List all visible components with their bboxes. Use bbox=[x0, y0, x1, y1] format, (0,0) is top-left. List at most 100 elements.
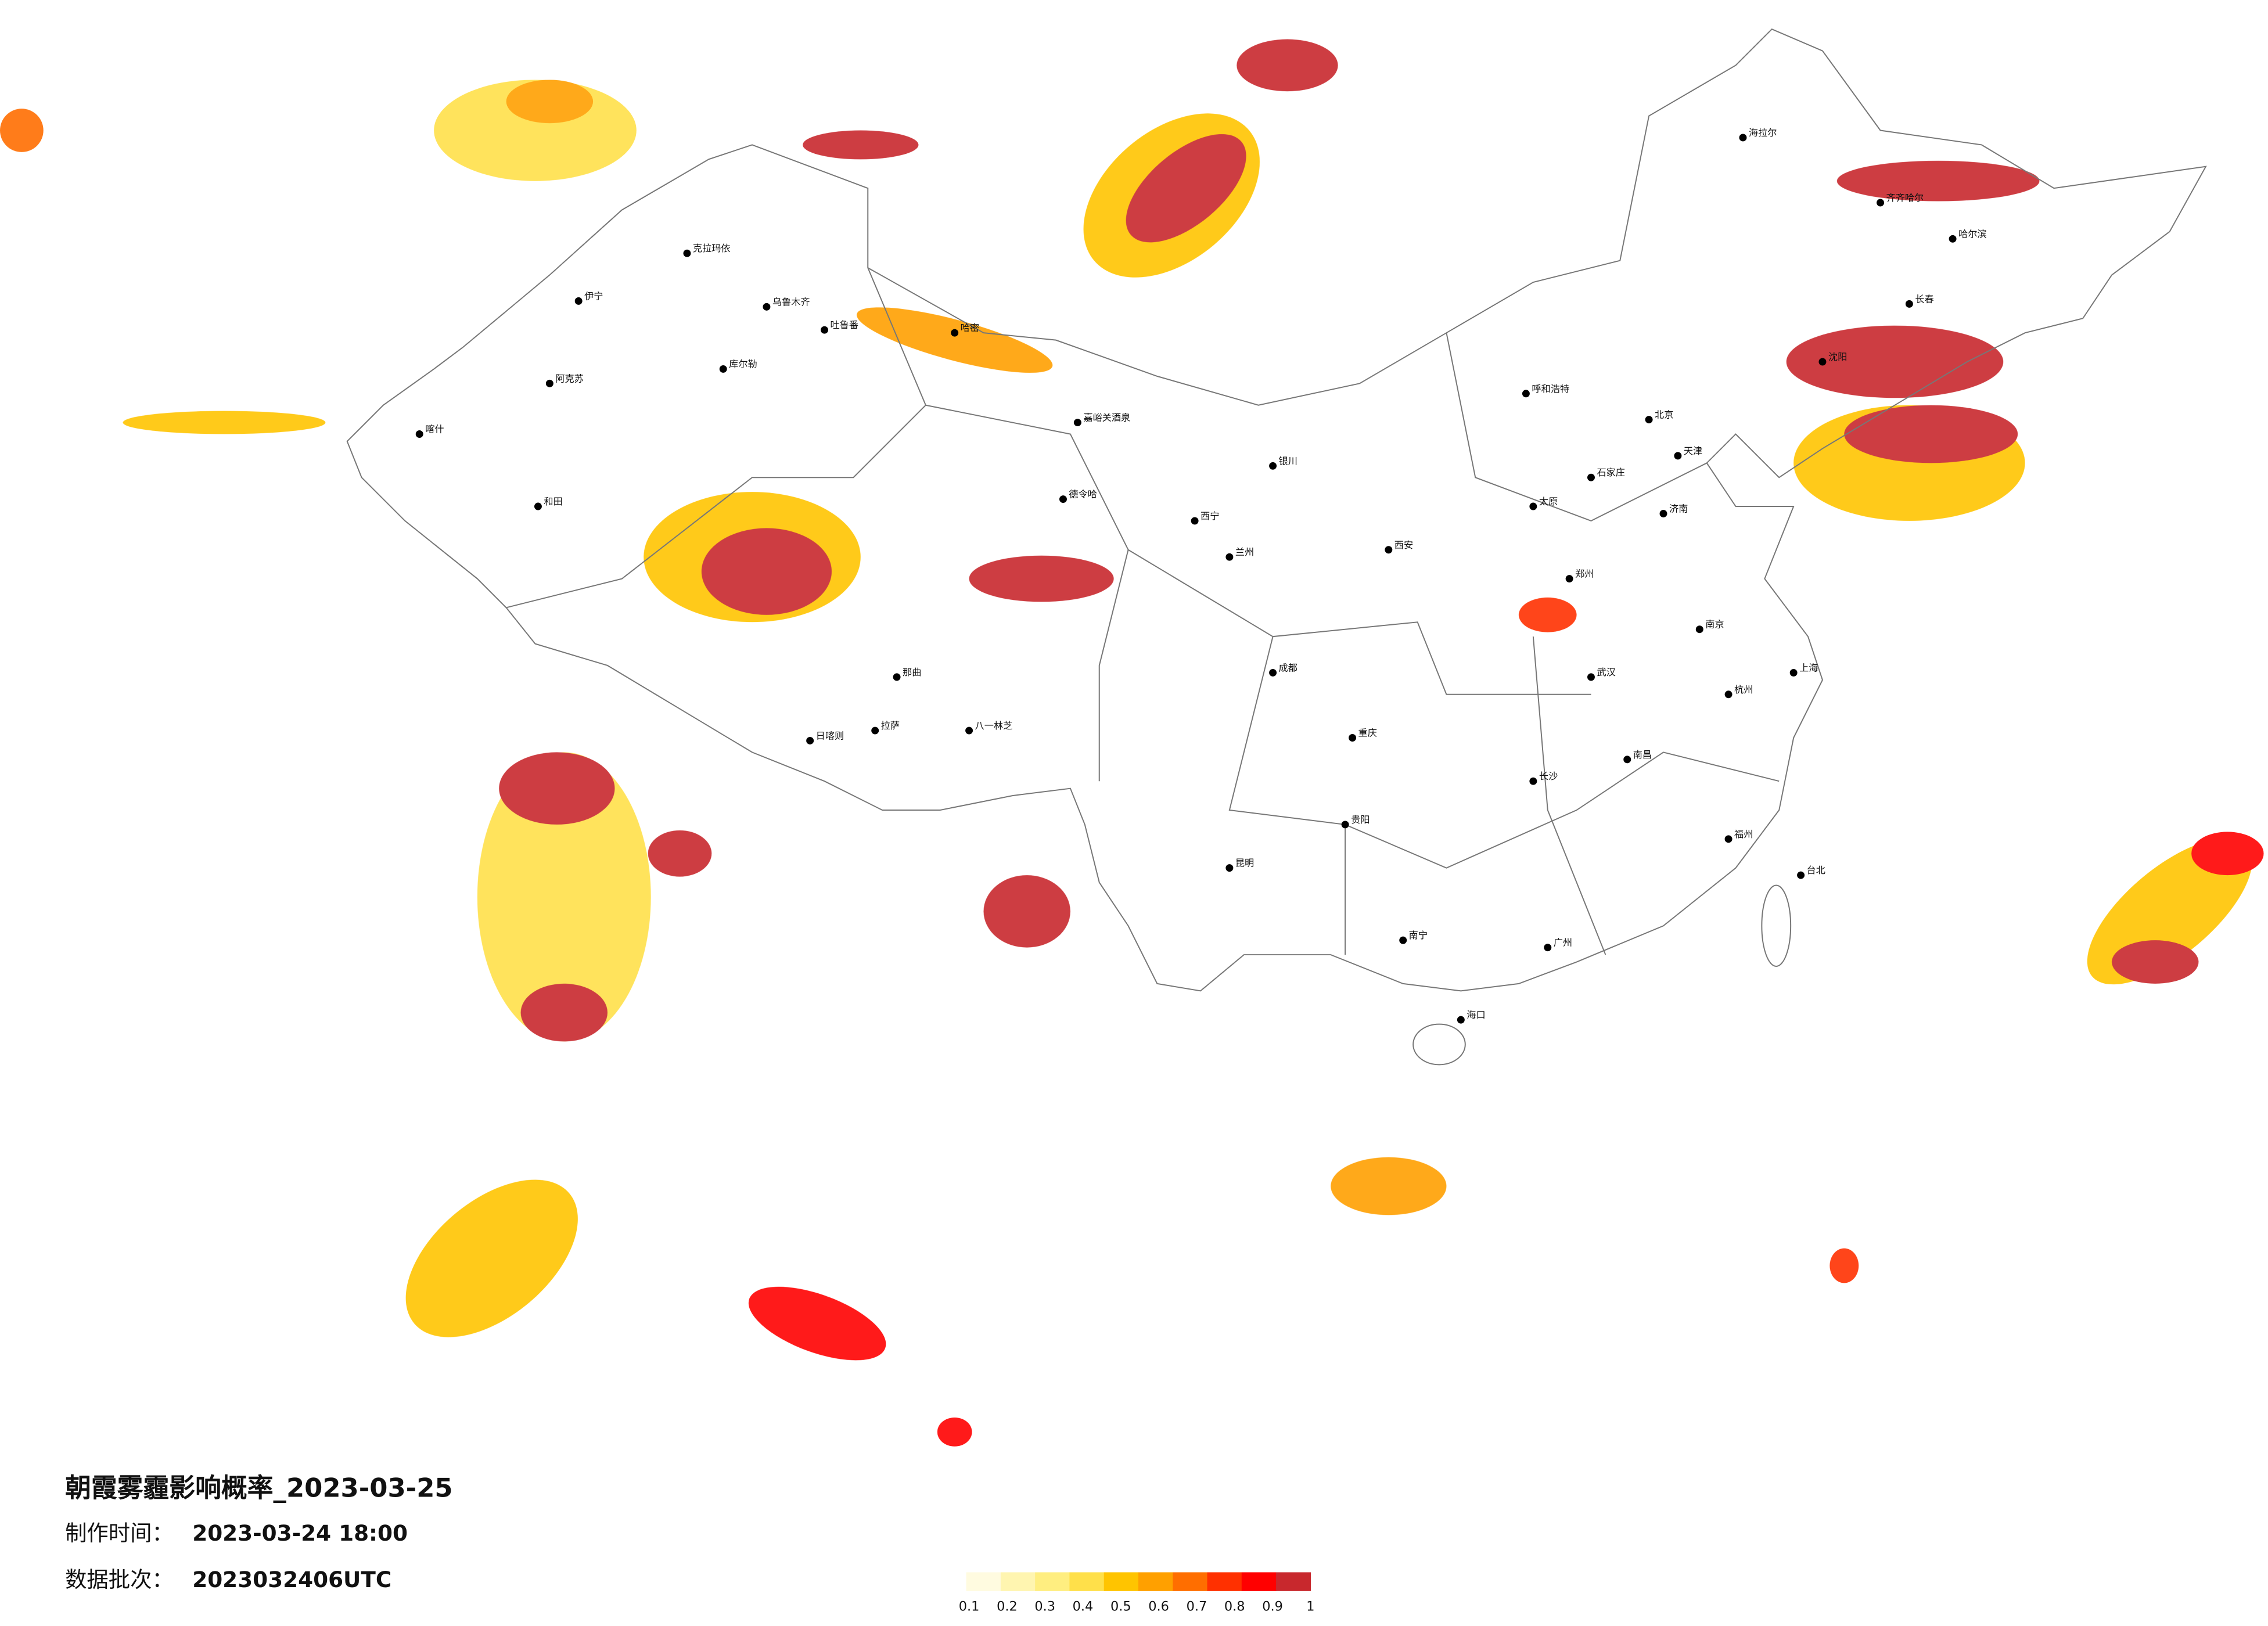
info-value: 2023032406UTC bbox=[192, 1567, 391, 1592]
city-label: 银川 bbox=[1279, 455, 1297, 466]
city-dot bbox=[1225, 553, 1234, 561]
city-label: 吐鲁番 bbox=[831, 319, 859, 330]
city-label: 哈尔滨 bbox=[1958, 228, 1987, 239]
city-dot bbox=[1385, 546, 1393, 554]
city-label: 杭州 bbox=[1734, 684, 1753, 695]
city-label: 长春 bbox=[1915, 293, 1933, 304]
city-label: 齐齐哈尔 bbox=[1886, 192, 1924, 203]
city-label: 阿克苏 bbox=[555, 373, 584, 384]
haze-patch bbox=[1126, 134, 1246, 243]
city-dot bbox=[415, 430, 423, 438]
city-dot bbox=[719, 365, 727, 373]
city-label: 那曲 bbox=[903, 667, 921, 678]
city-dot bbox=[1739, 134, 1747, 142]
haze-patch bbox=[983, 875, 1070, 948]
legend-label: 0.7 bbox=[1187, 1599, 1207, 1614]
legend-swatch bbox=[1241, 1572, 1277, 1591]
city-dot bbox=[1269, 462, 1277, 470]
legend-label: 0.4 bbox=[1073, 1599, 1094, 1614]
city-dot bbox=[1059, 495, 1067, 503]
city-label: 八一林芝 bbox=[975, 720, 1013, 731]
city-label: 长沙 bbox=[1539, 771, 1558, 782]
haze-patch bbox=[748, 1286, 886, 1361]
haze-patch bbox=[2191, 832, 2264, 876]
city-label: 昆明 bbox=[1235, 858, 1254, 869]
city-dot bbox=[1623, 756, 1631, 764]
city-label: 成都 bbox=[1279, 662, 1297, 673]
city-dot bbox=[1645, 416, 1653, 424]
city-dot bbox=[1399, 936, 1407, 944]
city-dot bbox=[871, 726, 879, 735]
info-label: 数据批次： bbox=[65, 1567, 174, 1592]
haze-patch bbox=[701, 528, 832, 615]
city-label: 北京 bbox=[1655, 409, 1673, 420]
city-label: 乌鲁木齐 bbox=[772, 296, 810, 307]
city-dot bbox=[821, 326, 829, 334]
city-label: 嘉峪关酒泉 bbox=[1083, 412, 1130, 423]
city-dot bbox=[951, 329, 959, 337]
haze-patch bbox=[1237, 39, 1338, 92]
city-label: 台北 bbox=[1807, 865, 1825, 876]
city-dot bbox=[1349, 734, 1357, 742]
haze-patch bbox=[937, 1418, 972, 1447]
haze-patch bbox=[1331, 1157, 1447, 1215]
city-label: 西安 bbox=[1394, 539, 1413, 551]
legend-label: 0.1 bbox=[959, 1599, 980, 1614]
city-label: 海口 bbox=[1467, 1009, 1485, 1020]
legend-swatch bbox=[1000, 1572, 1036, 1591]
city-dot bbox=[1724, 690, 1733, 699]
hainan bbox=[1412, 1023, 1466, 1066]
city-label: 南昌 bbox=[1633, 749, 1652, 760]
city-dot bbox=[806, 737, 814, 744]
haze-patch bbox=[969, 555, 1114, 602]
city-label: 喀什 bbox=[425, 424, 444, 435]
city-label: 日喀则 bbox=[816, 731, 844, 742]
city-dot bbox=[1544, 944, 1552, 952]
city-dot bbox=[1529, 777, 1537, 785]
city-label: 海拉尔 bbox=[1749, 127, 1777, 138]
info-label: 制作时间： bbox=[65, 1520, 174, 1546]
city-dot bbox=[1949, 235, 1957, 243]
legend-swatch bbox=[1069, 1572, 1105, 1591]
city-dot bbox=[1789, 668, 1798, 677]
legend-swatch bbox=[1276, 1572, 1311, 1591]
city-label: 德令哈 bbox=[1069, 489, 1097, 500]
legend-label: 0.3 bbox=[1034, 1599, 1055, 1614]
legend-label: 0.2 bbox=[997, 1599, 1018, 1614]
legend-swatch bbox=[966, 1572, 1001, 1591]
borders bbox=[346, 28, 2207, 1066]
city-label: 克拉玛依 bbox=[693, 243, 731, 254]
city-dot bbox=[683, 249, 691, 257]
haze-patch bbox=[405, 1179, 578, 1337]
city-label: 兰州 bbox=[1235, 546, 1254, 557]
legend-label: 0.8 bbox=[1224, 1599, 1245, 1614]
city-label: 拉萨 bbox=[881, 720, 900, 731]
haze-patch bbox=[803, 130, 919, 160]
haze-patch bbox=[1830, 1248, 1859, 1283]
legend-label: 0.5 bbox=[1110, 1599, 1131, 1614]
city-dot bbox=[1587, 473, 1595, 481]
city-label: 西宁 bbox=[1201, 510, 1219, 521]
haze-patch bbox=[1518, 597, 1577, 632]
city-dot bbox=[1191, 517, 1199, 525]
city-dot bbox=[1269, 668, 1277, 677]
city-dot bbox=[545, 379, 553, 387]
city-dot bbox=[1341, 821, 1349, 829]
legend: 0.1 0.2 0.3 0.4 0.5 0.6 0.7 0.8 0.9 1 bbox=[959, 1572, 1314, 1614]
city-dot bbox=[1225, 864, 1234, 872]
city-dot bbox=[1674, 452, 1682, 460]
city-label: 哈密 bbox=[961, 322, 979, 333]
city-dot bbox=[574, 297, 583, 305]
haze-patch bbox=[520, 983, 608, 1042]
city-label: 天津 bbox=[1684, 445, 1702, 456]
city-dot bbox=[1073, 419, 1081, 427]
map-title: 朝霞雾霾影响概率_2023-03-25 bbox=[65, 1473, 453, 1503]
city-dot bbox=[1522, 390, 1530, 398]
city-label: 南京 bbox=[1705, 619, 1724, 630]
haze-patch bbox=[477, 752, 651, 1042]
legend-swatch bbox=[1138, 1572, 1173, 1591]
legend-swatch bbox=[1173, 1572, 1208, 1591]
city-label: 伊宁 bbox=[584, 290, 603, 301]
city-dot bbox=[965, 726, 973, 735]
legend-label: 0.9 bbox=[1262, 1599, 1283, 1614]
